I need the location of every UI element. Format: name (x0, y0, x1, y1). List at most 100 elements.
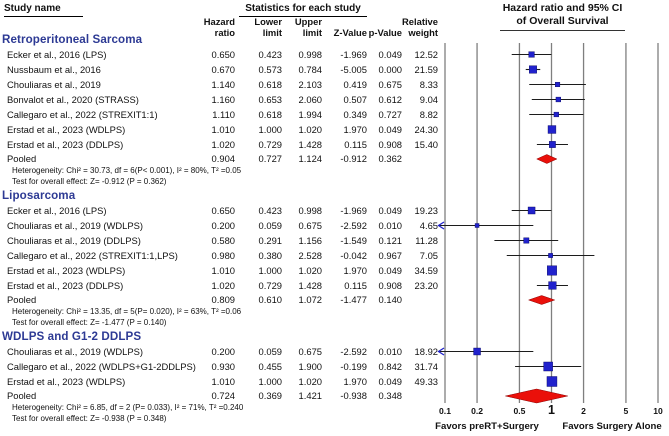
row-value: 7.05 (419, 249, 438, 261)
row-value: 0.049 (378, 264, 402, 276)
row-value: 1.110 (212, 108, 235, 120)
row-value: 0.930 (211, 360, 235, 372)
row-label: Callegaro et al., 2022 (STREXIT1:1,LPS) (7, 249, 178, 261)
hr-square-marker (555, 96, 561, 103)
study-row: Callegaro et al., 2022 (STREXIT1:1) 1.110… (0, 107, 438, 122)
row-value: 0.419 (343, 78, 367, 90)
pooled-diamond (505, 388, 568, 404)
ci-arrow-left (437, 347, 445, 356)
row-label: Pooled (7, 390, 37, 402)
hr-square-marker (547, 125, 557, 134)
column-headers: Hazard ratio Lower limit Upper limit Z-Valu… (0, 16, 438, 39)
row-value: 2.060 (298, 93, 322, 105)
study-row: Nussbaum et al., 2016 0.670 0.573 0.784 -5.0… (0, 62, 438, 77)
hr-square-marker (547, 265, 557, 276)
group-heading: Liposarcoma (0, 187, 438, 203)
row-value: 0.000 (378, 63, 402, 75)
pooled-diamond (536, 154, 558, 164)
column-header: Upper limit (294, 16, 322, 38)
column-header: Z-Value (333, 26, 367, 38)
row-value: 1.428 (298, 138, 322, 150)
hr-square-marker (528, 51, 535, 58)
row-value: 0.115 (344, 138, 367, 150)
row-value: 0.200 (211, 345, 235, 357)
row-label: Chouliaras et al., 2019 (WDLPS) (7, 345, 143, 357)
favors-left-label: Favors preRT+Surgery (435, 421, 539, 432)
row-value: 0.049 (378, 123, 402, 135)
row-value: 0.724 (211, 390, 235, 402)
row-label: Erstad et al., 2023 (WDLPS) (7, 375, 126, 387)
row-value: 1.010 (211, 375, 235, 387)
study-table: Retroperitoneal Sarcoma Ecker et al., 201… (0, 31, 438, 424)
row-value: 2.103 (298, 78, 322, 90)
row-value: 0.423 (258, 204, 282, 216)
hr-square-marker (555, 81, 561, 88)
row-value: 8.82 (419, 108, 438, 120)
column-header: Hazard ratio (203, 16, 235, 38)
study-name-header: Study name (4, 3, 83, 17)
row-value: 1.020 (298, 375, 322, 387)
row-value: 0.049 (378, 48, 402, 60)
axis-tick-label: 0.5 (513, 406, 526, 416)
row-value: -1.969 (340, 204, 367, 216)
row-value: 0.675 (298, 345, 322, 357)
hr-square-marker (553, 111, 559, 118)
row-value: 1.994 (298, 108, 322, 120)
row-value: 0.908 (378, 279, 402, 291)
row-value: 0.670 (211, 63, 235, 75)
row-value: -1.477 (340, 294, 367, 306)
row-value: 24.30 (414, 123, 438, 135)
row-value: 1.020 (211, 138, 235, 150)
row-value: 1.160 (211, 93, 235, 105)
row-value: 1.124 (298, 153, 322, 165)
pooled-row: Pooled 0.904 0.727 1.124 -0.912 0.362 (0, 152, 438, 166)
group-heading: WDLPS and G1-2 DDLPS (0, 328, 438, 344)
row-value: 0.650 (211, 204, 235, 216)
row-value: 1.020 (298, 123, 322, 135)
row-value: 0.200 (211, 219, 235, 231)
hr-square-marker (548, 281, 557, 290)
axis-tick-label: 0.1 (439, 406, 451, 416)
row-value: 31.74 (414, 360, 438, 372)
row-value: 1.156 (298, 234, 322, 246)
row-value: 1.970 (343, 264, 367, 276)
row-value: 0.980 (211, 249, 235, 261)
row-value: 0.675 (298, 219, 322, 231)
row-value: -1.549 (340, 234, 367, 246)
row-label: Nussbaum et al., 2016 (7, 63, 101, 75)
row-value: 0.140 (378, 294, 402, 306)
axis-tick-label: 1 (548, 403, 555, 417)
row-value: 1.000 (258, 123, 282, 135)
row-value: 19.23 (414, 204, 438, 216)
row-label: Retroperitoneal Sarcoma (2, 32, 143, 46)
study-row: Chouliaras et al., 2019 (WDLPS) 0.200 0.05… (0, 218, 438, 233)
pooled-row: Pooled 0.724 0.369 1.421 -0.938 0.348 (0, 389, 438, 403)
study-row: Ecker et al., 2016 (LPS) 0.650 0.423 0.998 -… (0, 47, 438, 62)
note-row: Heterogeneity: Chi² = 30.73, df = 6(P< 0… (12, 166, 242, 175)
row-label: Liposarcoma (2, 188, 76, 202)
row-value: 0.349 (343, 108, 367, 120)
row-value: 1.072 (298, 294, 322, 306)
row-value: 0.998 (298, 48, 322, 60)
row-value: 0.380 (258, 249, 282, 261)
row-value: 34.59 (414, 264, 438, 276)
note-row: Test for overall effect: Z= -1.477 (P = … (12, 317, 167, 327)
row-value: -2.592 (340, 345, 367, 357)
study-row: Callegaro et al., 2022 (STREXIT1:1,LPS) 0… (0, 248, 438, 263)
row-value: 0.618 (258, 78, 282, 90)
hr-square-marker (546, 376, 558, 387)
row-value: 21.59 (414, 63, 438, 75)
row-value: 0.049 (378, 375, 402, 387)
study-row: Erstad et al., 2023 (DDLPS) 1.020 0.729 1.4… (0, 137, 438, 152)
row-value: -0.912 (340, 153, 367, 165)
row-value: 0.729 (258, 279, 282, 291)
row-value: 0.904 (211, 153, 235, 165)
row-value: 0.423 (258, 48, 282, 60)
row-value: 0.291 (258, 234, 282, 246)
hr-square-marker (548, 253, 553, 258)
row-value: 0.612 (378, 93, 402, 105)
row-value: 1.020 (211, 279, 235, 291)
row-value: 15.40 (414, 138, 438, 150)
row-value: 0.650 (211, 48, 235, 60)
